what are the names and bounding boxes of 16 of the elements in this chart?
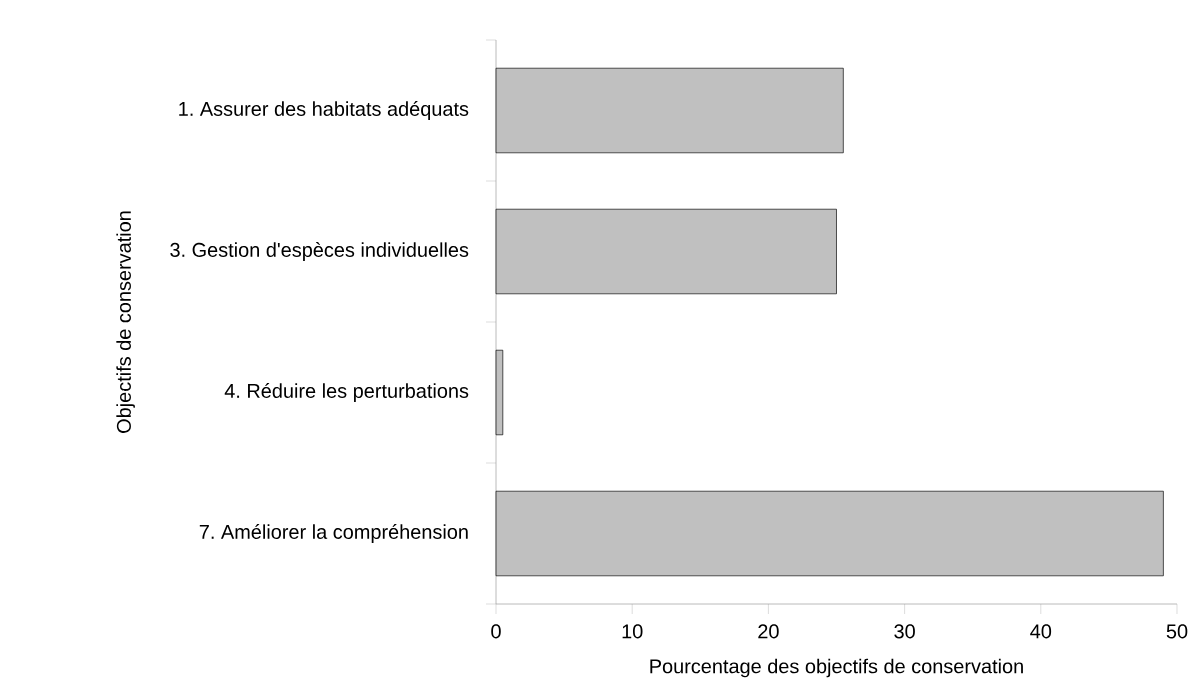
y-tick-label: 4. Réduire les perturbations [224,383,469,402]
x-tick-label: 20 [758,624,779,639]
x-tick-label: 50 [1166,624,1188,639]
y-tick-label: 3. Gestion d'espèces individuelles [170,242,469,261]
bar [495,490,1164,577]
x-tick-label: 40 [1030,624,1052,639]
bar [495,67,844,154]
y-tick-label: 7. Améliorer la compréhension [199,524,468,543]
x-tick-label: 30 [894,624,915,639]
bar [495,349,504,436]
y-axis-title: Objectifs de conservation [116,211,135,433]
x-tick-label: 0 [491,624,501,639]
x-tick-label: 10 [622,624,643,639]
bar [495,208,837,295]
y-tick-label: 1. Assurer des habitats adéquats [179,101,469,120]
x-axis-title: Pourcentage des objectifs de conservation [650,658,1023,678]
